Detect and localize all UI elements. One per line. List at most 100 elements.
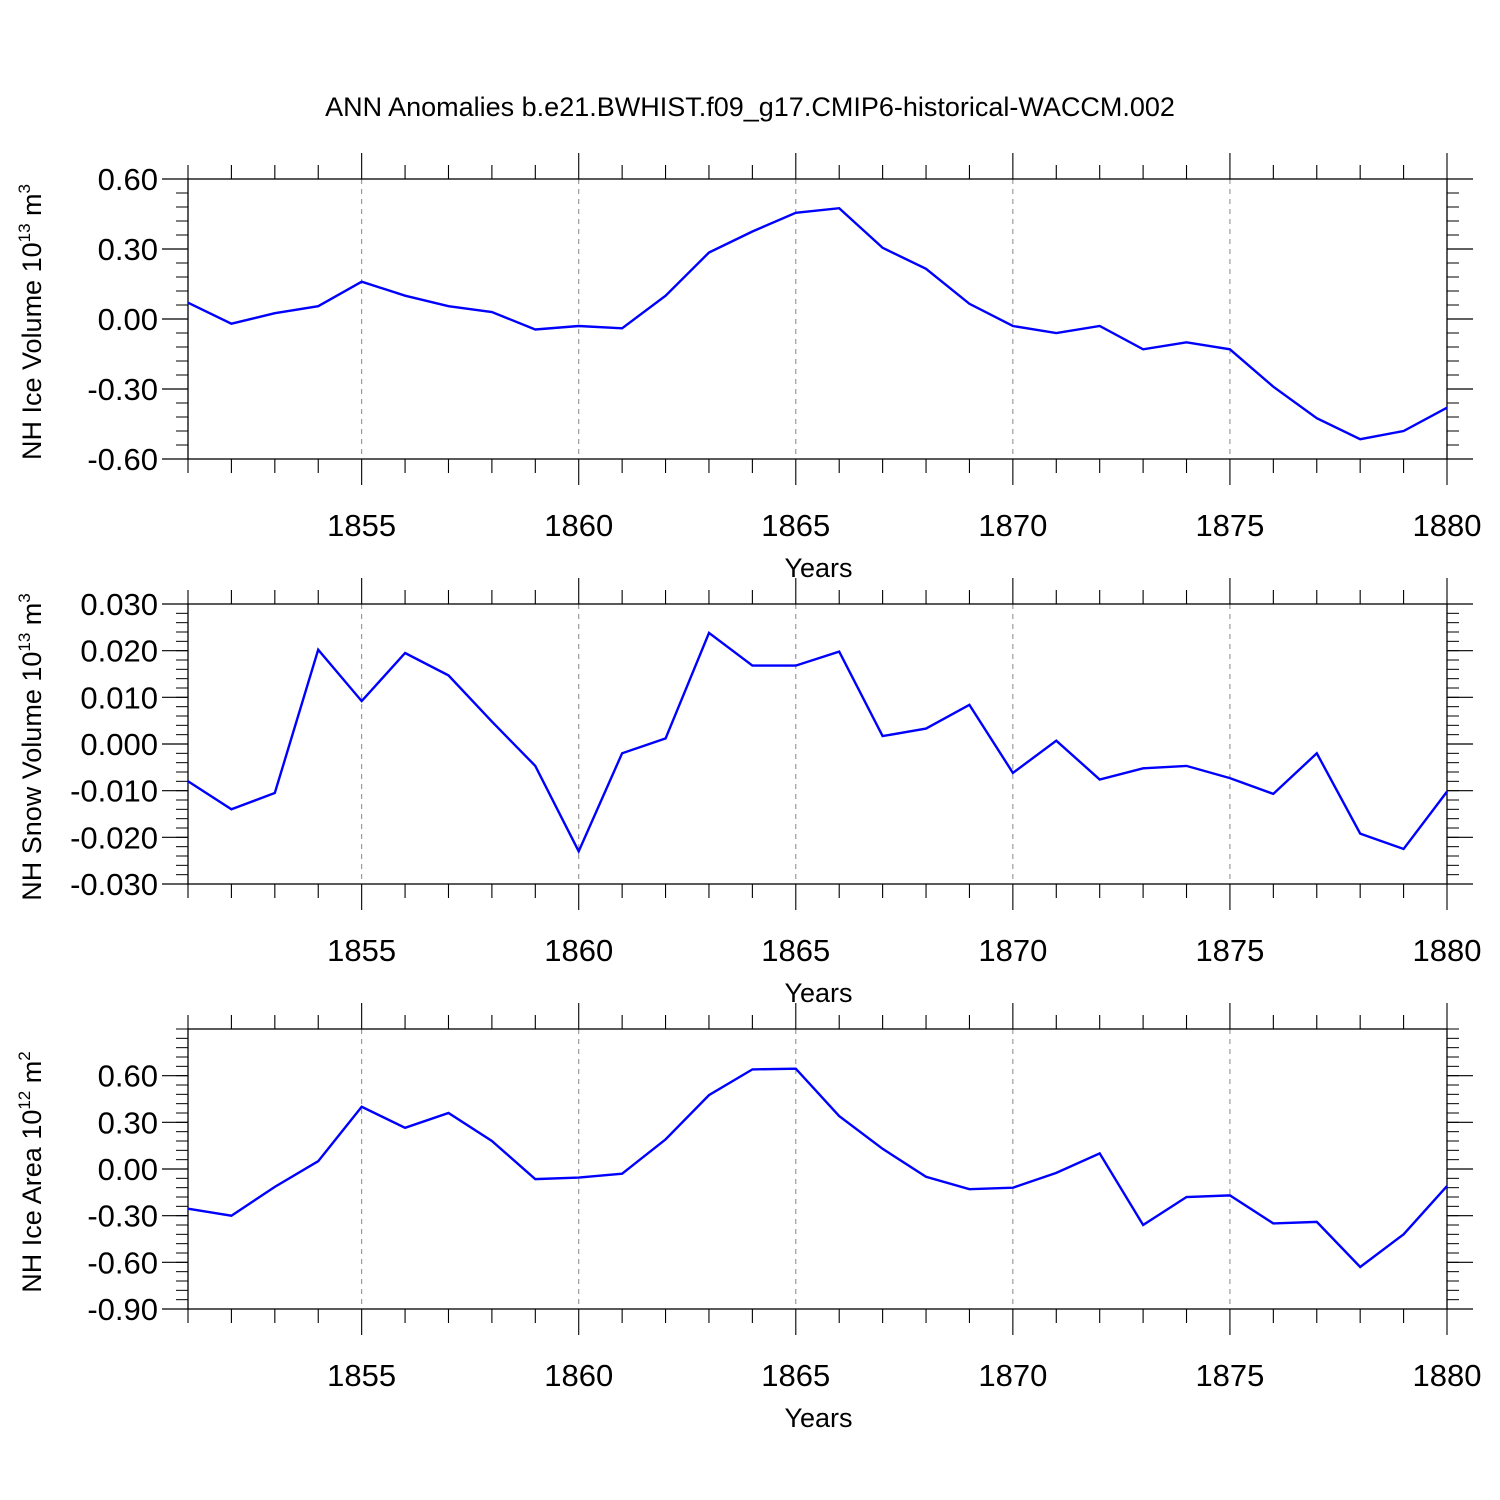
data-point bbox=[1185, 340, 1189, 344]
data-point bbox=[707, 1093, 711, 1097]
data-point bbox=[1228, 776, 1232, 780]
data-point bbox=[229, 322, 233, 326]
data-point bbox=[794, 211, 798, 215]
y-tick-label: 0.30 bbox=[98, 232, 158, 267]
data-point bbox=[1185, 1195, 1189, 1199]
x-tick-label: 1875 bbox=[1195, 933, 1264, 968]
y-axis-label: NH Snow Volume 1013 m3 bbox=[15, 593, 47, 901]
plot-frame bbox=[187, 603, 1448, 885]
y-tick-label: -0.60 bbox=[87, 1245, 158, 1280]
data-point bbox=[186, 1207, 190, 1211]
x-tick-label: 1865 bbox=[761, 933, 830, 968]
data-point bbox=[490, 720, 494, 724]
data-point bbox=[794, 664, 798, 668]
y-tick-label: 0.030 bbox=[80, 587, 158, 622]
plot-frame bbox=[187, 1028, 1448, 1310]
x-tick-label: 1880 bbox=[1413, 508, 1482, 543]
data-point bbox=[446, 1111, 450, 1115]
data-point bbox=[924, 1175, 928, 1179]
data-point bbox=[229, 1214, 233, 1218]
data-point bbox=[1098, 777, 1102, 781]
data-point bbox=[229, 807, 233, 811]
x-tick-label: 1860 bbox=[544, 933, 613, 968]
x-tick-label: 1860 bbox=[544, 508, 613, 543]
data-point bbox=[1141, 766, 1145, 770]
data-point bbox=[273, 791, 277, 795]
series-line bbox=[187, 631, 1448, 855]
x-tick-label: 1865 bbox=[761, 1358, 830, 1393]
data-point bbox=[403, 651, 407, 655]
x-tick-label: 1865 bbox=[761, 508, 830, 543]
data-point bbox=[924, 727, 928, 731]
data-point bbox=[360, 699, 364, 703]
data-point bbox=[1054, 331, 1058, 335]
data-point bbox=[1011, 771, 1015, 775]
data-point bbox=[1271, 1221, 1275, 1225]
data-point bbox=[490, 1139, 494, 1143]
data-point bbox=[837, 1114, 841, 1118]
data-point bbox=[1445, 406, 1449, 410]
x-tick-label: 1870 bbox=[978, 933, 1047, 968]
y-tick-label: 0.30 bbox=[98, 1105, 158, 1140]
y-tick-label: 0.020 bbox=[80, 634, 158, 669]
data-point bbox=[664, 294, 668, 298]
data-point bbox=[707, 631, 711, 635]
chart-panel-3: -0.90 -0.60 -0.30 0.00 0.30 0.60 1855 1860 1865 1… bbox=[15, 1003, 1481, 1433]
y-tick-label: 0.60 bbox=[98, 1059, 158, 1094]
data-point bbox=[577, 324, 581, 328]
data-point bbox=[837, 206, 841, 210]
data-point bbox=[1098, 1151, 1102, 1155]
y-tick-label: 0.000 bbox=[80, 727, 158, 762]
y-tick-label: -0.30 bbox=[87, 372, 158, 407]
data-point bbox=[881, 734, 885, 738]
data-point bbox=[664, 1137, 668, 1141]
data-point bbox=[1315, 751, 1319, 755]
data-point bbox=[924, 267, 928, 271]
data-point bbox=[707, 251, 711, 255]
y-tick-label: -0.030 bbox=[70, 867, 158, 902]
data-point bbox=[533, 1177, 537, 1181]
x-axis-label: Years bbox=[784, 1403, 852, 1433]
data-point bbox=[620, 1172, 624, 1176]
data-point bbox=[1315, 1220, 1319, 1224]
data-point bbox=[186, 779, 190, 783]
y-axis-label: NH Ice Area 1012 m2 bbox=[15, 1051, 47, 1292]
data-point bbox=[533, 328, 537, 332]
series-line bbox=[187, 1067, 1448, 1269]
data-point bbox=[577, 1176, 581, 1180]
x-tick-label: 1855 bbox=[327, 1358, 396, 1393]
data-point bbox=[1271, 385, 1275, 389]
data-point bbox=[620, 751, 624, 755]
data-point bbox=[837, 650, 841, 654]
plot-frame bbox=[187, 178, 1448, 460]
x-tick-label: 1870 bbox=[978, 508, 1047, 543]
y-tick-label: 0.00 bbox=[98, 302, 158, 337]
data-point bbox=[446, 304, 450, 308]
data-point bbox=[881, 1147, 885, 1151]
data-point bbox=[360, 280, 364, 284]
data-point bbox=[490, 310, 494, 314]
x-tick-label: 1855 bbox=[327, 508, 396, 543]
x-axis-label: Years bbox=[784, 978, 852, 1008]
data-point bbox=[1402, 847, 1406, 851]
data-point bbox=[881, 246, 885, 250]
data-point bbox=[360, 1105, 364, 1109]
data-point bbox=[1315, 416, 1319, 420]
data-point bbox=[1271, 792, 1275, 796]
y-tick-label: 0.010 bbox=[80, 680, 158, 715]
data-point bbox=[1228, 347, 1232, 351]
data-point bbox=[1402, 1232, 1406, 1236]
data-point bbox=[1358, 1265, 1362, 1269]
data-point bbox=[273, 311, 277, 315]
x-tick-label: 1870 bbox=[978, 1358, 1047, 1393]
x-tick-label: 1860 bbox=[544, 1358, 613, 1393]
data-point bbox=[1054, 739, 1058, 743]
x-tick-label: 1880 bbox=[1413, 1358, 1482, 1393]
x-axis-label: Years bbox=[784, 553, 852, 583]
data-point bbox=[967, 302, 971, 306]
data-point bbox=[620, 326, 624, 330]
data-point bbox=[1445, 1184, 1449, 1188]
data-point bbox=[1358, 832, 1362, 836]
data-point bbox=[1185, 764, 1189, 768]
